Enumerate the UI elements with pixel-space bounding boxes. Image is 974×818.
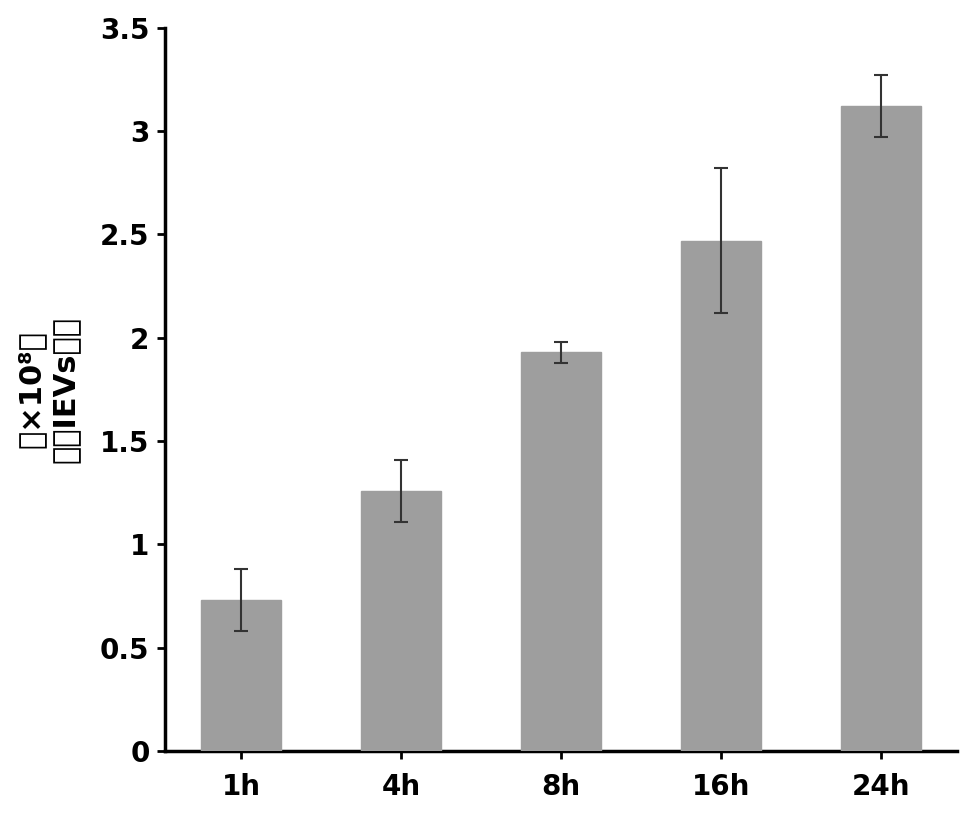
- Bar: [842, 106, 921, 751]
- Bar: [521, 353, 601, 751]
- Bar: [361, 491, 441, 751]
- Bar: [681, 240, 762, 751]
- Bar: [201, 600, 281, 751]
- Y-axis label: （×10⁸）
总的IEVs数目: （×10⁸） 总的IEVs数目: [17, 316, 79, 463]
